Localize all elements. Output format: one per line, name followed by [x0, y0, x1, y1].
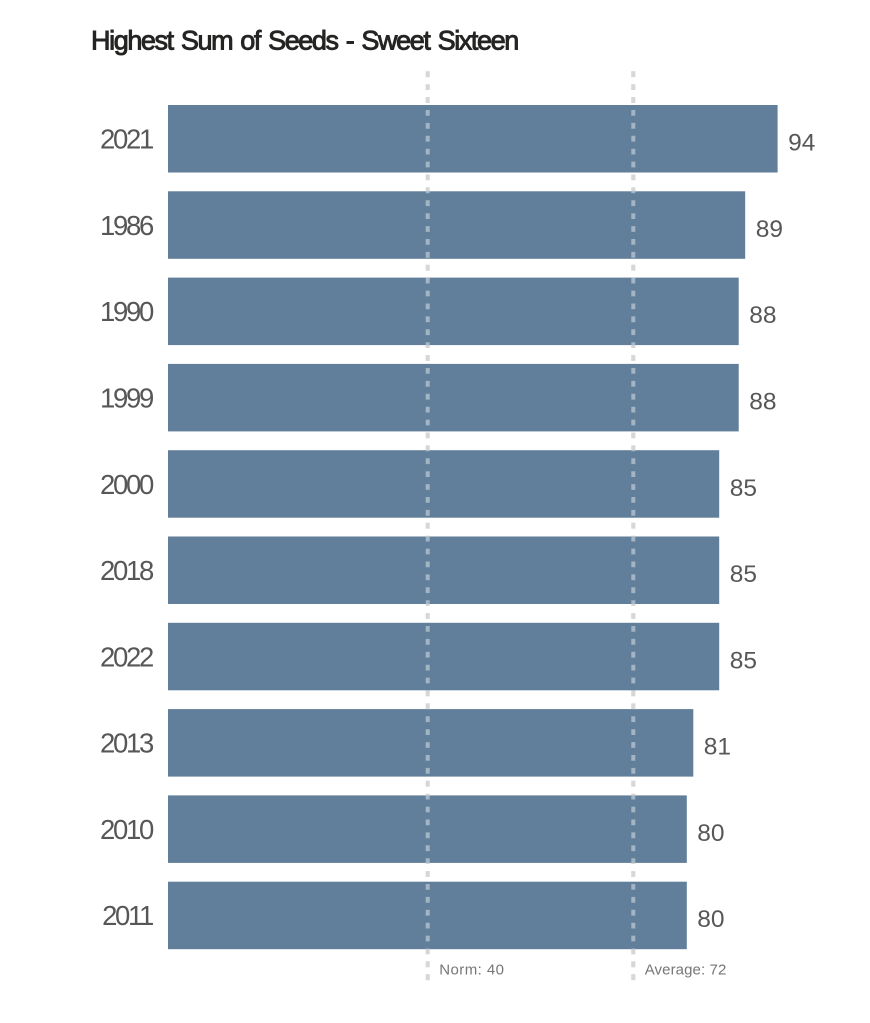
- svg-text:85: 85: [730, 647, 757, 674]
- svg-text:85: 85: [730, 561, 757, 588]
- svg-text:Norm: 40: Norm: 40: [439, 961, 504, 978]
- svg-text:88: 88: [749, 302, 776, 329]
- svg-text:81: 81: [704, 734, 731, 761]
- svg-text:1999: 1999: [100, 382, 153, 413]
- svg-text:Highest Sum of Seeds - Sweet S: Highest Sum of Seeds - Sweet Sixteen: [91, 26, 518, 56]
- svg-text:2018: 2018: [100, 555, 154, 586]
- svg-text:80: 80: [697, 906, 724, 933]
- svg-text:1990: 1990: [100, 296, 154, 327]
- svg-text:1986: 1986: [100, 210, 154, 241]
- svg-text:2022: 2022: [100, 641, 153, 672]
- svg-text:89: 89: [756, 216, 783, 243]
- svg-text:80: 80: [697, 820, 724, 847]
- svg-text:2021: 2021: [100, 124, 153, 155]
- svg-text:2011: 2011: [102, 900, 153, 931]
- svg-text:85: 85: [730, 475, 757, 502]
- svg-text:Average: 72: Average: 72: [645, 961, 727, 978]
- svg-text:2013: 2013: [100, 728, 154, 759]
- svg-text:2010: 2010: [100, 814, 154, 845]
- svg-text:88: 88: [749, 388, 776, 415]
- svg-text:94: 94: [788, 130, 815, 157]
- svg-text:2000: 2000: [100, 469, 154, 500]
